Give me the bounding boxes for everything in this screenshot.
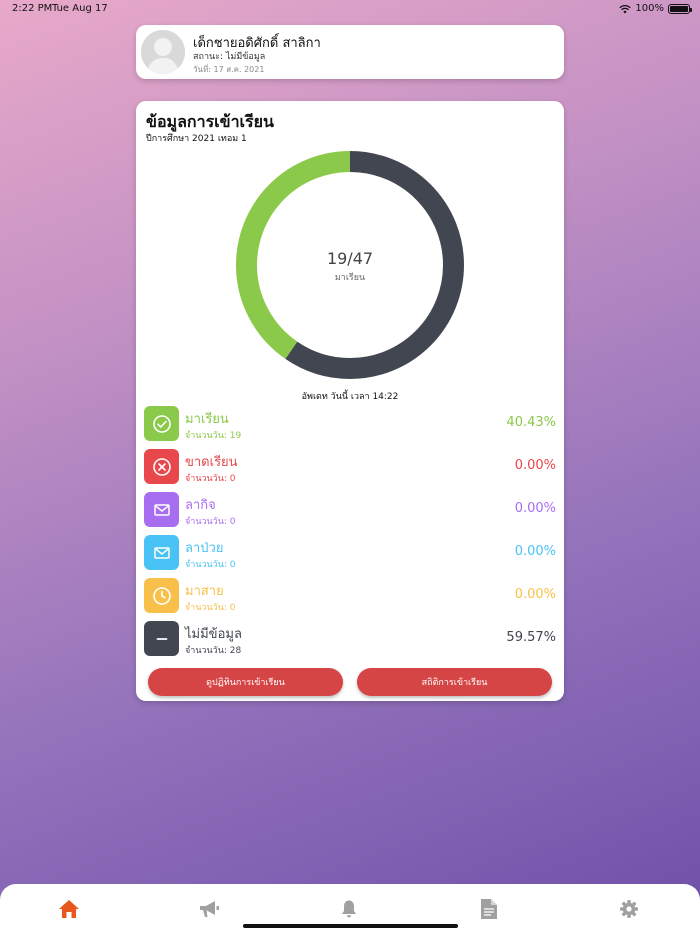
gear-icon [620,900,638,918]
status-row-personal-leave[interactable]: ลากิจ จำนวนวัน: 0 0.00% [144,492,556,528]
check-circle-icon [152,414,171,433]
absent-badge [144,449,179,484]
status-percent: 0.00% [514,501,556,516]
clock-icon [152,586,171,605]
status-percent: 59.57% [506,630,556,645]
status-row-present[interactable]: มาเรียน จำนวนวัน: 19 40.43% [144,406,556,442]
attendance-stats-button[interactable]: สถิติการเข้าเรียน [357,668,552,696]
tab-home[interactable] [58,898,80,920]
attendance-title: ข้อมูลการเข้าเรียน [146,112,274,131]
view-attendance-calendar-button[interactable]: ดูปฏิทินการเข้าเรียน [148,668,343,696]
status-percent: 0.00% [514,544,556,559]
document-icon [481,899,497,919]
status-days: จำนวนวัน: 0 [185,474,236,484]
status-percent: 40.43% [506,415,556,430]
attendance-donut-chart [236,151,464,379]
status-label: ไม่มีข้อมูล [185,627,242,642]
status-label: ลาป่วย [185,541,224,556]
attendance-subtitle: ปีการศึกษา 2021 เทอม 1 [146,134,247,144]
home-indicator [243,924,458,928]
profile-card[interactable]: เด็กชายอดิศักดิ์ สาลิกา สถานะ: ไม่มีข้อม… [136,25,564,79]
tab-notifications[interactable] [338,898,360,920]
minus-icon [156,637,167,640]
tab-announcements[interactable] [198,898,220,920]
student-status: สถานะ: ไม่มีข้อมูล [193,52,266,62]
status-row-late[interactable]: มาสาย จำนวนวัน: 0 0.00% [144,578,556,614]
updated-time: อัพเดท วันนี้ เวลา 14:22 [301,392,399,402]
sick-leave-badge [144,535,179,570]
status-days: จำนวนวัน: 28 [185,646,242,656]
tab-bar [0,884,700,934]
present-badge [144,406,179,441]
personal-leave-badge [144,492,179,527]
status-bar: 2:22 PM Tue Aug 17 100% [0,0,700,18]
status-days: จำนวนวัน: 0 [185,517,236,527]
status-label: ขาดเรียน [185,455,238,470]
battery-icon [668,3,692,14]
megaphone-icon [200,901,219,917]
avatar [141,30,185,74]
status-days: จำนวนวัน: 19 [185,431,242,441]
status-percent: 0.00% [514,587,556,602]
status-row-no-data[interactable]: ไม่มีข้อมูล จำนวนวัน: 28 59.57% [144,621,556,657]
status-days: จำนวนวัน: 0 [185,560,236,570]
student-name: เด็กชายอดิศักดิ์ สาลิกา [193,36,321,51]
bell-icon [342,900,356,918]
mail-icon [153,546,170,559]
battery-percent: 100% [635,3,664,14]
status-row-absent[interactable]: ขาดเรียน จำนวนวัน: 0 0.00% [144,449,556,485]
profile-date: วันที่: 17 ส.ค. 2021 [193,65,265,74]
no-data-badge [144,621,179,656]
home-icon [59,900,79,918]
mail-icon [153,503,170,516]
status-label: มาเรียน [185,412,229,427]
attendance-count: 19/47 [326,249,374,268]
status-label: มาสาย [185,584,224,599]
tab-documents[interactable] [478,898,500,920]
status-time: 2:22 PM [12,3,53,14]
status-label: ลากิจ [185,498,216,513]
x-circle-icon [152,457,171,476]
user-silhouette-icon [141,30,185,74]
status-days: จำนวนวัน: 0 [185,603,236,613]
status-percent: 0.00% [514,458,556,473]
wifi-icon [619,4,632,13]
late-badge [144,578,179,613]
attendance-count-label: มาเรียน [334,273,366,283]
status-right: 100% [619,3,692,14]
status-row-sick-leave[interactable]: ลาป่วย จำนวนวัน: 0 0.00% [144,535,556,571]
tab-settings[interactable] [618,898,640,920]
status-date: Tue Aug 17 [52,3,108,14]
attendance-card: ข้อมูลการเข้าเรียน ปีการศึกษา 2021 เทอม … [136,101,564,701]
donut-slice-present [236,151,464,379]
